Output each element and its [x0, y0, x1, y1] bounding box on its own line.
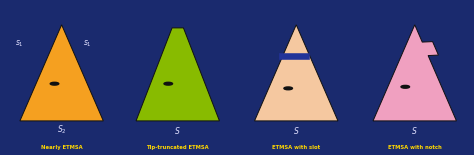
Circle shape	[164, 82, 173, 85]
Circle shape	[50, 82, 59, 85]
Polygon shape	[20, 25, 103, 121]
Text: ETMSA with slot: ETMSA with slot	[272, 145, 320, 150]
Polygon shape	[136, 28, 219, 121]
Text: $S$: $S$	[293, 125, 300, 136]
Text: $S$: $S$	[174, 125, 181, 136]
Text: ETMSA with notch: ETMSA with notch	[388, 145, 442, 150]
Polygon shape	[373, 25, 456, 121]
Text: $S_2$: $S_2$	[57, 124, 66, 136]
Text: Tip-truncated ETMSA: Tip-truncated ETMSA	[146, 145, 209, 150]
Circle shape	[401, 85, 410, 88]
Text: $s_1$: $s_1$	[83, 38, 92, 49]
Text: $s_1$: $s_1$	[15, 38, 23, 49]
Text: Nearly ETMSA: Nearly ETMSA	[41, 145, 82, 150]
Text: $S$: $S$	[411, 125, 418, 136]
Circle shape	[284, 87, 292, 90]
Polygon shape	[255, 25, 338, 121]
Polygon shape	[279, 53, 309, 59]
